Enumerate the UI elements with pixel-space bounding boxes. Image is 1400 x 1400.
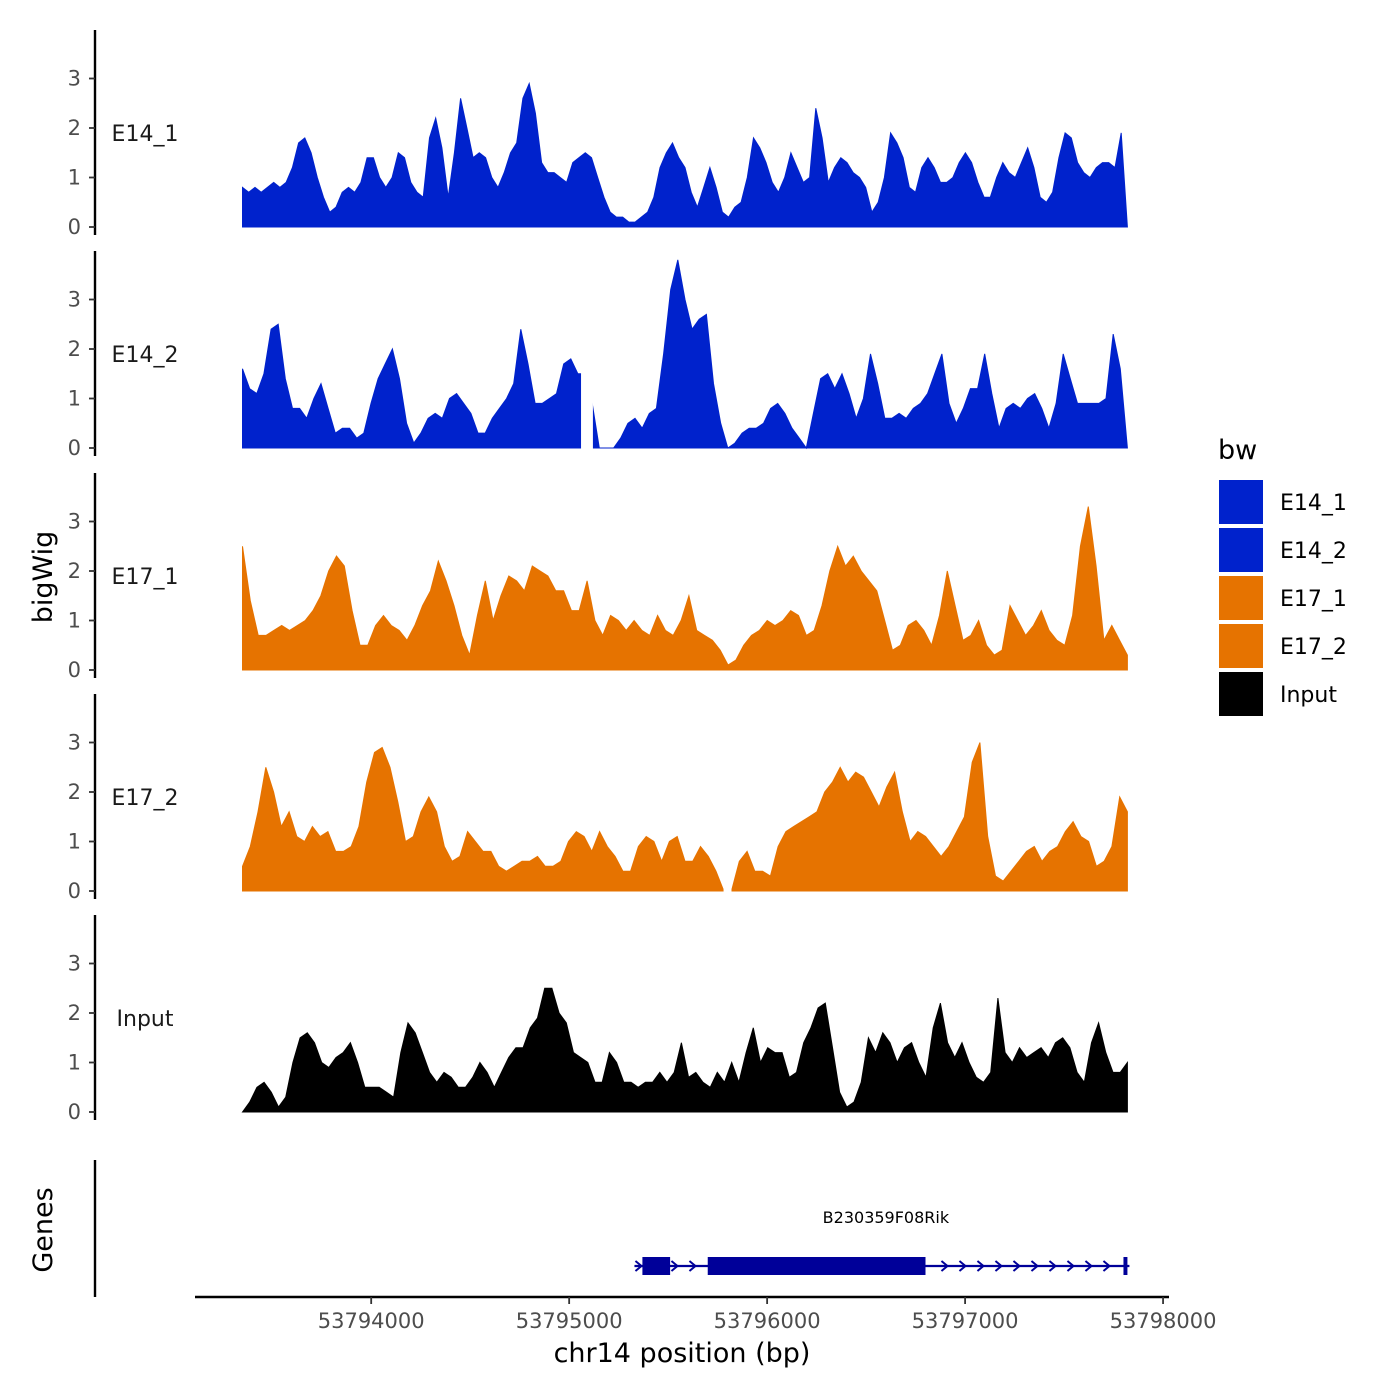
track-E14_1: 0 1 2 3 E14_1 — [68, 30, 1128, 239]
track-label: E17_1 — [112, 565, 179, 590]
y-tick-label: 2 — [68, 780, 81, 804]
x-tick-label: 53796000 — [714, 1309, 821, 1333]
y-tick-label: 3 — [68, 731, 81, 755]
gene-exon — [707, 1257, 926, 1275]
signal-area-E14_1 — [242, 81, 1128, 228]
legend-swatch-E17_2 — [1219, 624, 1263, 668]
missing-data-gap — [581, 250, 593, 449]
y-tick-label: 3 — [68, 67, 81, 91]
gene-exon — [642, 1257, 671, 1275]
strand-arrow — [634, 1260, 644, 1272]
bigwig-tracks: 0 1 2 3 E14_1 0 1 2 3 E14_2 0 1 2 3 E17_1 0 1 2 3 E17_2 0 1 2 3… — [68, 30, 1128, 1124]
signal-area-E14_2 — [242, 259, 1128, 450]
y-tick-label: 0 — [68, 658, 81, 682]
y-tick-label: 3 — [68, 288, 81, 312]
strand-arrow — [1102, 1260, 1112, 1272]
genes-track: B230359F08Rik — [93, 1160, 1130, 1297]
strand-arrow — [958, 1260, 968, 1272]
y-tick-label: 2 — [68, 1001, 81, 1025]
y-tick-label: 0 — [68, 879, 81, 903]
y-tick-label: 3 — [68, 510, 81, 534]
strand-arrow — [994, 1260, 1004, 1272]
signal-area-Input — [241, 987, 1128, 1113]
strand-arrow — [670, 1260, 680, 1272]
legend-label: E14_1 — [1280, 491, 1347, 516]
track-Input: 0 1 2 3 Input — [68, 915, 1128, 1124]
x-axis: 53794000 53795000 53796000 53797000 53798000 — [195, 1295, 1217, 1333]
strand-arrow — [976, 1260, 986, 1272]
x-tick-label: 53798000 — [1110, 1309, 1217, 1333]
genes-track-title: Genes — [28, 1187, 59, 1272]
legend-swatch-E14_2 — [1219, 528, 1263, 572]
legend-swatch-Input — [1219, 672, 1263, 716]
y-axis-title: bigWig — [28, 531, 59, 624]
y-tick-label: 1 — [68, 1051, 81, 1075]
strand-arrow — [1012, 1260, 1022, 1272]
strand-arrow — [688, 1260, 698, 1272]
strand-arrow — [1030, 1260, 1040, 1272]
gene-B230359F08Rik: B230359F08Rik — [634, 1208, 1130, 1275]
track-label: E14_2 — [112, 343, 179, 368]
x-axis-title: chr14 position (bp) — [554, 1338, 811, 1369]
signal-area-E17_2 — [242, 742, 1128, 892]
strand-arrow — [1066, 1260, 1076, 1272]
strand-arrow — [1084, 1260, 1094, 1272]
legend-title: bw — [1218, 435, 1257, 466]
legend-label: E14_2 — [1280, 539, 1347, 564]
track-E14_2: 0 1 2 3 E14_2 — [68, 250, 1128, 460]
y-tick-label: 1 — [68, 830, 81, 854]
track-E17_2: 0 1 2 3 E17_2 — [68, 693, 1128, 903]
y-tick-label: 0 — [68, 436, 81, 460]
track-label: Input — [117, 1007, 174, 1032]
y-tick-label: 2 — [68, 116, 81, 140]
y-tick-label: 2 — [68, 559, 81, 583]
y-tick-label: 1 — [68, 387, 81, 411]
gene-name-label: B230359F08Rik — [823, 1208, 950, 1227]
legend-label: E17_1 — [1280, 587, 1347, 612]
x-tick-label: 53794000 — [318, 1309, 425, 1333]
signal-area-E17_1 — [242, 506, 1128, 671]
y-tick-label: 3 — [68, 952, 81, 976]
strand-arrow — [940, 1260, 950, 1272]
track-label: E17_2 — [112, 786, 179, 811]
gene-exon — [1123, 1257, 1128, 1275]
y-tick-label: 2 — [68, 337, 81, 361]
track-E17_1: 0 1 2 3 E17_1 — [68, 473, 1128, 682]
legend-swatch-E14_1 — [1219, 480, 1263, 524]
legend: bw E14_1 E14_2 E17_1 E17_2 Input — [1218, 435, 1347, 716]
legend-label: Input — [1280, 683, 1337, 708]
track-label: E14_1 — [112, 122, 179, 147]
x-tick-label: 53797000 — [912, 1309, 1019, 1333]
y-tick-label: 1 — [68, 609, 81, 633]
missing-data-gap — [723, 693, 732, 892]
x-tick-label: 53795000 — [516, 1309, 623, 1333]
strand-arrow — [1048, 1260, 1058, 1272]
y-tick-label: 0 — [68, 215, 81, 239]
y-tick-label: 0 — [68, 1100, 81, 1124]
y-tick-label: 1 — [68, 166, 81, 190]
legend-swatch-E17_1 — [1219, 576, 1263, 620]
legend-label: E17_2 — [1280, 635, 1347, 660]
